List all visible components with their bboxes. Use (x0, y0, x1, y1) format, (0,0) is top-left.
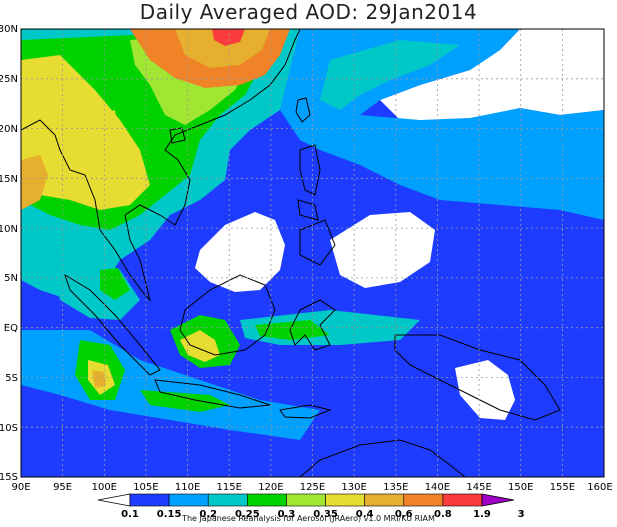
y-tick-label: EQ (4, 323, 18, 334)
colorbar-level-label: 0.15 (157, 509, 182, 520)
colorbar-under-arrow (97, 493, 131, 507)
coastline-philippines-luzon (299, 144, 321, 196)
credit-text: The Japanese Reanalysis for Aerosol (JRA… (182, 514, 435, 523)
coastlines (21, 29, 561, 477)
x-tick-label: 130E (341, 482, 366, 493)
coastline-sumatra (64, 273, 161, 376)
map-title: Daily Averaged AOD: 29Jan2014 (139, 0, 478, 24)
colorbar-level-label: 0.3 (278, 509, 296, 520)
aod-band-north-pacific-inner (320, 40, 460, 110)
colorbar-level-label: 0.25 (235, 509, 260, 520)
x-tick-label: 125E (300, 482, 325, 493)
grid-lines (21, 29, 604, 477)
aod-indochina-orange (21, 155, 48, 210)
y-tick-label: 5S (5, 373, 18, 384)
map-frame (20, 28, 605, 478)
coastline-timor (279, 404, 332, 419)
y-tick-label: 10S (0, 423, 18, 434)
colorbar-swatch (286, 493, 326, 507)
aod-sumatra-orange (92, 370, 106, 388)
colorbar-over-arrow (481, 493, 515, 507)
coastline-australia (299, 439, 466, 477)
colorbar-level-label: 0.4 (356, 509, 374, 520)
aod-low-region-sulu (195, 212, 285, 292)
x-tick-label: 140E (425, 482, 450, 493)
x-tick-label: 105E (133, 482, 158, 493)
colorbar-swatch (403, 493, 444, 507)
colorbar-level-label: 0.8 (434, 509, 452, 520)
x-tick-label: 155E (550, 482, 575, 493)
coastline-asia-mainland (21, 29, 301, 302)
coastline-borneo (179, 274, 276, 356)
colorbar-swatch (168, 493, 209, 507)
aod-china-red (212, 29, 245, 46)
aod-low-region-newguinea (455, 360, 515, 420)
y-tick-label: 5N (4, 273, 18, 284)
y-axis-labels: 30N 25N 20N 15N 10N 5N EQ 5S 10S 15S (0, 24, 18, 483)
coastline-sulawesi (289, 299, 336, 351)
coastline-taiwan (295, 97, 311, 123)
colorbar-swatch (129, 493, 170, 507)
y-tick-label: 15S (0, 472, 18, 483)
aod-low-region-celebes (330, 212, 435, 288)
colorbar-level-label: 3 (518, 509, 525, 520)
colorbar-swatch (207, 493, 248, 507)
x-tick-label: 115E (216, 482, 241, 493)
x-tick-label: 95E (53, 482, 72, 493)
x-tick-label: 100E (92, 482, 117, 493)
colorbar-labels: 0.1 0.15 0.2 0.25 0.3 0.35 0.4 0.6 0.8 1.9 3 (121, 509, 524, 520)
colorbar-level-label: 0.35 (313, 509, 338, 520)
coastline-philippines-mindanao (299, 219, 336, 266)
coastline-java (154, 379, 271, 409)
colorbar-swatch (442, 493, 483, 507)
colorbar-level-label: 0.2 (199, 509, 217, 520)
aod-java-green (140, 390, 230, 412)
aod-indochina-yellow-spot (100, 110, 118, 135)
x-tick-label: 160E (587, 482, 612, 493)
colorbar-swatches (129, 493, 483, 507)
coastline-philippines-visayas (297, 199, 319, 221)
colorbar: 0.1 0.15 0.2 0.25 0.3 0.35 0.4 0.6 0.8 1.9 3 (97, 493, 525, 520)
aod-china-lightorange (175, 29, 270, 68)
colorbar-level-label: 0.1 (121, 509, 139, 520)
x-tick-label: 110E (175, 482, 200, 493)
aod-west-continent-yellow (21, 55, 150, 210)
y-tick-label: 10N (0, 224, 18, 235)
colorbar-swatch (325, 493, 365, 507)
y-tick-label: 15N (0, 174, 18, 185)
y-tick-label: 25N (0, 74, 18, 85)
colorbar-level-label: 0.6 (395, 509, 413, 520)
y-tick-label: 30N (0, 24, 18, 35)
x-tick-label: 135E (383, 482, 408, 493)
aod-malaya-green (100, 268, 130, 300)
colorbar-swatch (247, 493, 287, 507)
x-tick-label: 90E (11, 482, 30, 493)
x-tick-label: 150E (508, 482, 533, 493)
x-tick-label: 145E (466, 482, 491, 493)
colorbar-level-label: 1.9 (473, 509, 491, 520)
x-tick-label: 120E (258, 482, 283, 493)
y-tick-label: 20N (0, 124, 18, 135)
x-axis-labels: 90E 95E 100E 105E 110E 115E 120E 125E 13… (11, 482, 612, 493)
aod-borneo-yellow (180, 330, 220, 362)
coastline-newguinea (394, 334, 561, 421)
colorbar-swatch (364, 493, 405, 507)
aod-sea-green-east (255, 320, 330, 340)
aod-field (21, 29, 604, 477)
